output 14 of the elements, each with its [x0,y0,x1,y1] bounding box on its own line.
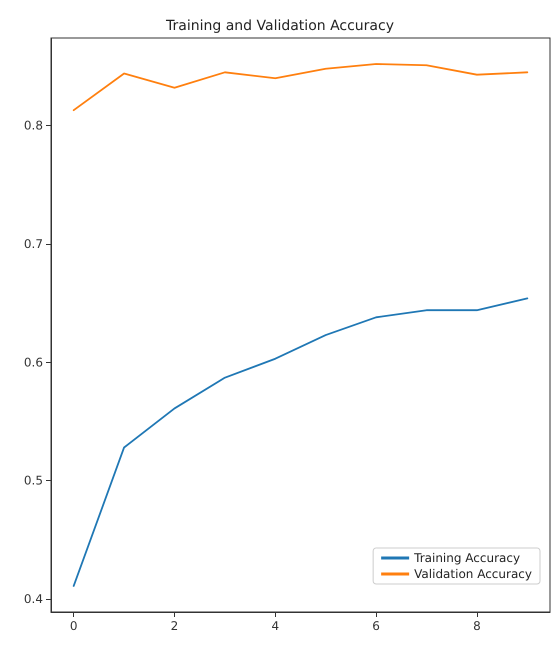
x-tick-label: 4 [271,619,280,633]
chart-title: Training and Validation Accuracy [165,18,394,34]
y-tick-label: 0.6 [24,355,43,370]
y-tick-label: 0.8 [24,118,43,133]
y-tick-label: 0.5 [24,474,43,488]
legend-label: Validation Accuracy [414,567,532,581]
x-tick-label: 2 [170,619,178,633]
legend-label: Training Accuracy [413,551,520,565]
x-tick-label: 0 [70,619,78,633]
x-tick-label: 6 [372,619,380,633]
y-tick-label: 0.7 [24,236,43,251]
x-tick-label: 8 [473,619,481,633]
y-tick-label: 0.4 [24,592,43,606]
line-series [72,63,528,112]
